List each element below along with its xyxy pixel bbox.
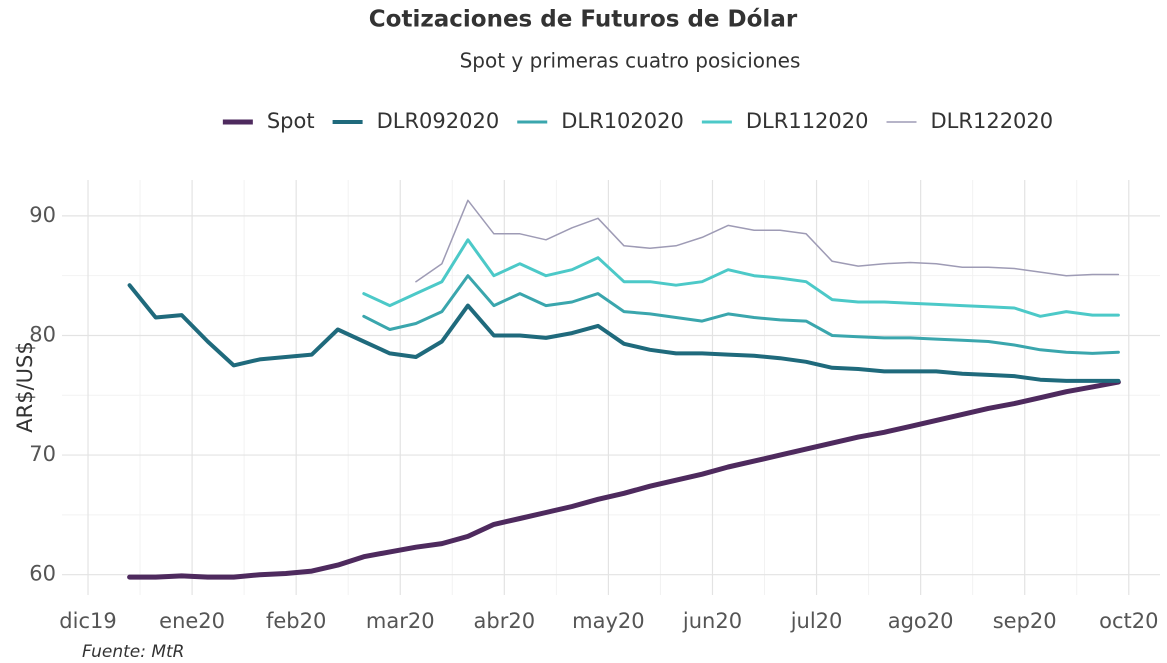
series-line bbox=[362, 274, 1120, 355]
y-tick-label: 90 bbox=[29, 203, 56, 227]
y-tick-label: 80 bbox=[29, 322, 56, 346]
x-tick-label: dic19 bbox=[59, 609, 116, 633]
chart-title: Cotizaciones de Futuros de Dólar bbox=[369, 7, 798, 33]
legend-label: DLR122020 bbox=[931, 109, 1054, 133]
x-tick-label: abr20 bbox=[474, 609, 536, 633]
x-tick-label: mar20 bbox=[366, 609, 435, 633]
legend-label: DLR092020 bbox=[377, 109, 500, 133]
legend-label: DLR112020 bbox=[746, 109, 869, 133]
caption: Fuente: MtR bbox=[82, 642, 185, 662]
chart-subtitle: Spot y primeras cuatro posiciones bbox=[460, 49, 801, 73]
x-tick-label: may20 bbox=[572, 609, 644, 633]
series-line bbox=[415, 199, 1120, 283]
x-tick-label: sep20 bbox=[993, 609, 1057, 633]
y-tick-label: 70 bbox=[29, 442, 56, 466]
x-tick-label: ago20 bbox=[888, 609, 954, 633]
x-tick-label: feb20 bbox=[266, 609, 326, 633]
legend-label: Spot bbox=[267, 109, 315, 133]
x-tick-label: jul20 bbox=[790, 609, 843, 633]
x-tick-label: ene20 bbox=[159, 609, 225, 633]
legend-label: DLR102020 bbox=[561, 109, 684, 133]
x-tick-label: oct20 bbox=[1099, 609, 1158, 633]
series-line bbox=[127, 283, 1121, 383]
series-line bbox=[362, 238, 1120, 318]
y-axis-label: AR$/US$ bbox=[13, 341, 37, 432]
series-line bbox=[127, 379, 1121, 580]
x-tick-label: jun20 bbox=[682, 609, 742, 633]
y-tick-label: 60 bbox=[29, 562, 56, 586]
